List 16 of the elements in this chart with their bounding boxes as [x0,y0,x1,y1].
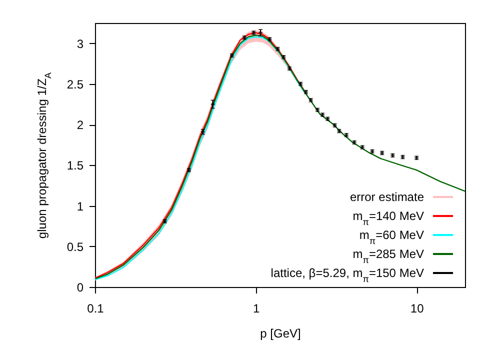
x-tick-label: 10 [410,302,424,316]
y-tick-label: 2.5 [66,77,84,92]
x-tick-label: 0.1 [87,302,104,316]
legend-label: m$_{π}$=140 MeV [352,209,424,227]
legend-label: m$_{π}$=60 MeV [359,228,424,246]
y-tick-label: 1.5 [66,158,84,173]
y-tick-label: 0.5 [66,240,84,254]
legend-label: m$_{π}$=285 MeV [352,247,424,265]
y-tick-label: 3 [76,36,84,51]
y-tick-label: 0 [76,280,84,294]
x-tick-label: 1 [252,302,260,316]
x-axis-title: p [GeV] [260,326,301,340]
y-tick-label: 1 [76,199,84,214]
legend-label: lattice, β=5.29, m$_{π}$=150 MeV [270,266,424,284]
y-tick-label: 2 [76,118,84,132]
legend-label: error estimate [350,190,424,204]
